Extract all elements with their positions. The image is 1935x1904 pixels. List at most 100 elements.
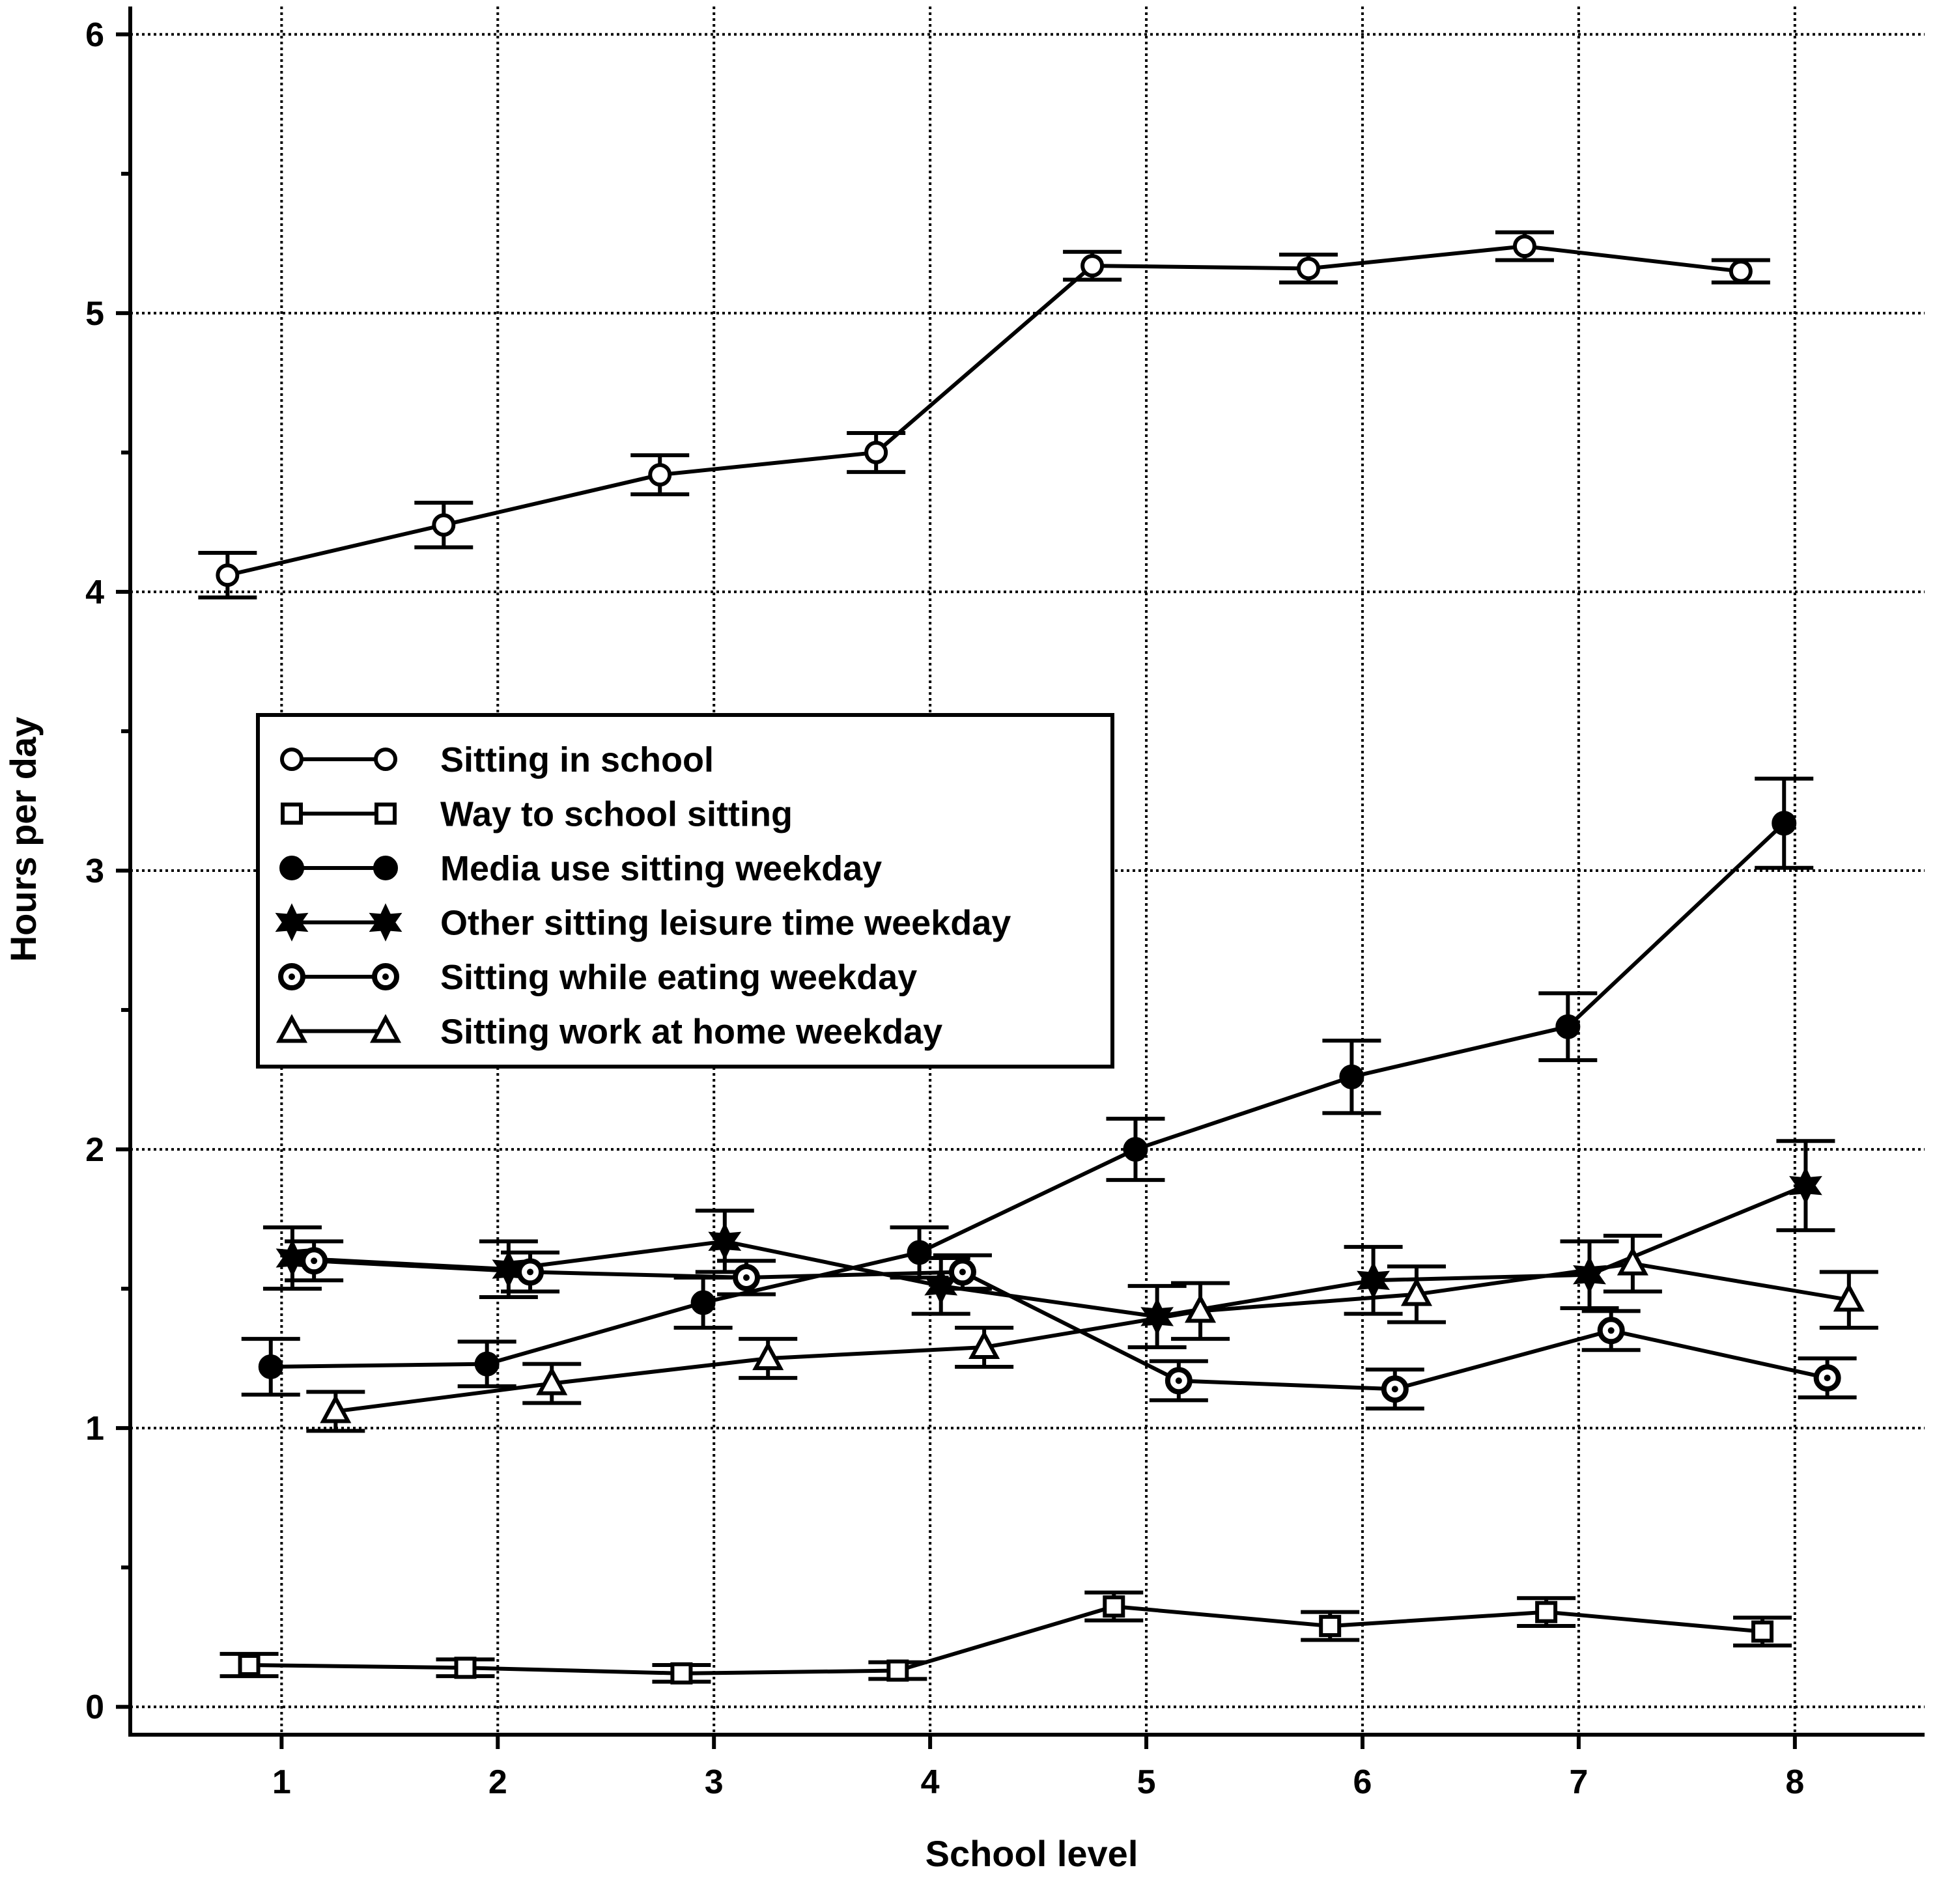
- legend-marker-left: [281, 802, 303, 825]
- series-5-point-4: [948, 1258, 976, 1286]
- marker-dot: [1175, 1377, 1182, 1384]
- series-6-point-4: [968, 1330, 1000, 1359]
- x-tick-label-6: 6: [1353, 1763, 1372, 1801]
- y-tick-label-2: 2: [85, 1131, 104, 1169]
- series-6-point-2: [536, 1366, 568, 1395]
- series-2-point-4: [886, 1659, 909, 1682]
- series-5-line: [313, 1259, 1828, 1392]
- marker-dot: [1824, 1375, 1831, 1382]
- series-5-point-2: [516, 1258, 544, 1286]
- series-2-point-3: [670, 1662, 693, 1685]
- series-3-point-3: [690, 1290, 716, 1315]
- series-3-point-5: [1123, 1137, 1148, 1162]
- series-1-point-8: [1729, 259, 1753, 283]
- series-1-point-5: [1080, 254, 1105, 278]
- marker-dot: [1391, 1386, 1398, 1393]
- series-3-line: [270, 822, 1786, 1369]
- legend: Sitting in school Way to school sitting Me…: [256, 713, 1114, 1069]
- series-1-point-2: [432, 513, 456, 537]
- x-tick-label-2: 2: [488, 1763, 507, 1801]
- x-tick-label-5: 5: [1137, 1763, 1156, 1801]
- series-6-point-1: [320, 1394, 352, 1423]
- legend-marker-right: [369, 903, 403, 942]
- series-1-point-7: [1512, 234, 1536, 259]
- series-3-point-2: [474, 1351, 500, 1377]
- y-tick-label-1: 1: [85, 1410, 104, 1448]
- legend-item-2: Way to school sitting: [281, 795, 793, 834]
- legend-marker-right: [373, 856, 398, 880]
- series-6-point-5: [1184, 1294, 1217, 1323]
- series-3-point-7: [1555, 1014, 1581, 1039]
- marker-dot: [289, 973, 295, 980]
- marker-dot: [1607, 1327, 1615, 1334]
- series-5-point-7: [1597, 1317, 1625, 1345]
- legend-box: [256, 713, 1114, 1069]
- series-2-point-1: [238, 1653, 261, 1676]
- series-2-point-2: [454, 1657, 477, 1679]
- series-3-point-4: [907, 1240, 932, 1265]
- x-tick-label-1: 1: [272, 1763, 291, 1801]
- series-3-point-1: [258, 1354, 283, 1379]
- series-2-line: [249, 1604, 1763, 1675]
- x-tick-label-7: 7: [1569, 1763, 1588, 1801]
- legend-marker-left: [280, 748, 304, 771]
- x-axis-title: School level: [925, 1833, 1138, 1874]
- series-5-point-6: [1381, 1375, 1409, 1403]
- legend-marker-right: [374, 802, 397, 825]
- marker-dot: [382, 973, 389, 980]
- legend-label: Sitting in school: [440, 740, 714, 779]
- legend-marker-right: [369, 1014, 402, 1043]
- series-6-line: [335, 1261, 1850, 1414]
- marker-dot: [742, 1274, 750, 1281]
- x-tick-label-4: 4: [921, 1763, 940, 1801]
- series-1-point-6: [1297, 257, 1321, 281]
- series-2-point-8: [1751, 1620, 1774, 1643]
- legend-marker-left: [275, 1014, 308, 1043]
- y-tick-label-6: 6: [85, 16, 104, 54]
- series-2: [219, 1590, 1792, 1685]
- legend-label: Sitting while eating weekday: [440, 958, 917, 997]
- y-tick-label-5: 5: [85, 295, 104, 333]
- series-5-point-3: [732, 1263, 760, 1291]
- y-tick-label-0: 0: [85, 1688, 104, 1726]
- x-tick-label-8: 8: [1785, 1763, 1804, 1801]
- series-6-point-7: [1617, 1246, 1648, 1276]
- axes: 0 1 2 3 4 5 6 1 2 3 4 5 6 7 8: [85, 7, 1925, 1801]
- legend-marker-right: [372, 963, 399, 990]
- series-3-point-8: [1772, 811, 1797, 836]
- series-5: [285, 1239, 1857, 1411]
- series-6: [306, 1233, 1878, 1433]
- y-tick-label-3: 3: [85, 852, 104, 890]
- legend-item-4: Other sitting leisure time weekday: [275, 903, 1011, 943]
- legend-marker-left: [275, 903, 309, 942]
- x-tick-label-3: 3: [705, 1763, 724, 1801]
- series-2-point-7: [1535, 1601, 1558, 1623]
- legend-label: Way to school sitting: [440, 795, 793, 834]
- series-5-point-5: [1165, 1367, 1193, 1395]
- series-1-point-3: [648, 463, 672, 487]
- legend-marker-left: [279, 856, 304, 880]
- legend-label: Other sitting leisure time weekday: [440, 904, 1011, 943]
- legend-item-5: Sitting while eating weekday: [278, 958, 917, 997]
- legend-label: Sitting work at home weekday: [440, 1013, 942, 1052]
- legend-item-6: Sitting work at home weekday: [275, 1013, 942, 1052]
- legend-label: Media use sitting weekday: [440, 849, 882, 888]
- series-1-point-1: [216, 563, 240, 587]
- series-1-point-4: [864, 440, 888, 464]
- series-6-point-3: [752, 1341, 784, 1371]
- series-3-point-6: [1339, 1064, 1364, 1089]
- marker-dot: [527, 1268, 534, 1276]
- series-4-point-8: [1789, 1166, 1822, 1205]
- series-1: [198, 230, 1770, 600]
- legend-marker-right: [374, 748, 397, 771]
- marker-dot: [311, 1257, 318, 1265]
- series-2-point-5: [1103, 1595, 1125, 1618]
- y-tick-label-4: 4: [85, 574, 104, 611]
- legend-item-1: Sitting in school: [280, 740, 714, 779]
- series-1-line: [227, 244, 1742, 578]
- series-5-point-1: [300, 1247, 328, 1275]
- series: [198, 230, 1878, 1685]
- series-2-point-6: [1319, 1615, 1342, 1638]
